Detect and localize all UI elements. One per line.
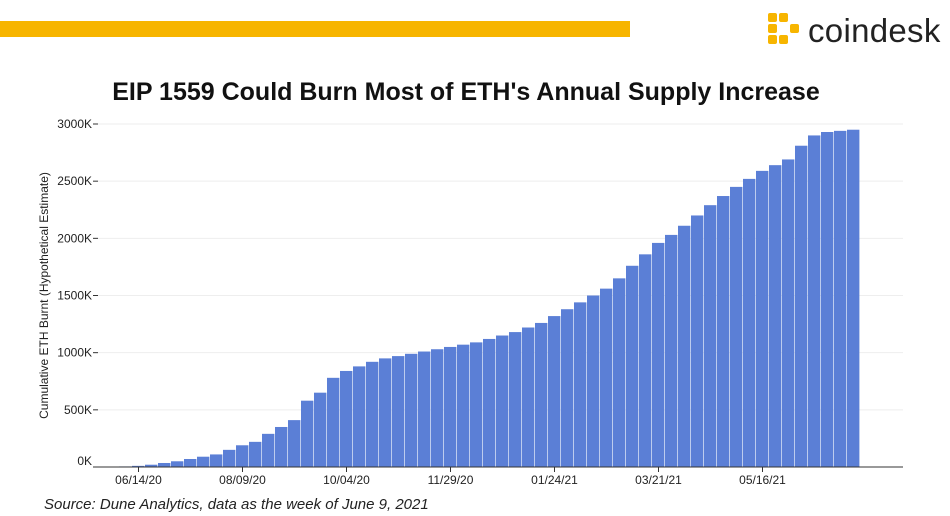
bar <box>327 377 340 467</box>
bar <box>600 288 613 467</box>
coindesk-logo: coindesk <box>766 10 946 50</box>
bar <box>457 344 470 467</box>
y-tick-label: 500K <box>64 403 92 417</box>
x-tick-label: 06/14/20 <box>115 473 162 487</box>
bar <box>223 449 236 467</box>
bar <box>652 242 665 467</box>
bar <box>795 145 808 467</box>
bar <box>613 278 626 467</box>
bar <box>392 356 405 467</box>
bar <box>158 462 171 467</box>
bar <box>535 322 548 467</box>
y-tick-label: 1000K <box>57 346 92 360</box>
bar <box>496 335 509 467</box>
bar <box>587 295 600 467</box>
x-tick-label: 10/04/20 <box>323 473 370 487</box>
accent-bar <box>0 21 630 37</box>
bar <box>821 132 834 467</box>
bar <box>470 342 483 467</box>
bar <box>834 130 847 468</box>
bar <box>769 165 782 467</box>
x-tick-label: 03/21/21 <box>635 473 682 487</box>
bar <box>574 302 587 467</box>
bar <box>366 361 379 467</box>
bar <box>431 349 444 467</box>
bar <box>340 370 353 467</box>
bar <box>184 458 197 467</box>
bar <box>782 159 795 467</box>
bar <box>301 400 314 467</box>
bar <box>145 464 158 467</box>
y-tick-label: 3000K <box>57 117 92 131</box>
bar <box>197 456 210 467</box>
bar <box>262 433 275 467</box>
bar <box>483 338 496 467</box>
bar <box>808 135 821 467</box>
bar <box>717 196 730 467</box>
x-tick-label: 01/24/21 <box>531 473 578 487</box>
brand-name: coindesk <box>808 12 941 49</box>
bar <box>418 351 431 467</box>
bar <box>275 426 288 467</box>
bar <box>665 234 678 467</box>
bar <box>210 454 223 467</box>
bar <box>444 346 457 467</box>
bar <box>548 316 561 467</box>
x-tick-label: 05/16/21 <box>739 473 786 487</box>
bar <box>730 186 743 467</box>
bar <box>353 366 366 467</box>
bar <box>288 420 301 467</box>
bar <box>236 445 249 467</box>
bar <box>847 129 860 467</box>
y-tick-label: 2000K <box>57 231 92 245</box>
bar <box>132 465 145 467</box>
bar <box>405 353 418 467</box>
bar <box>379 358 392 467</box>
bar <box>691 215 704 467</box>
bar <box>678 225 691 467</box>
chart-title: EIP 1559 Could Burn Most of ETH's Annual… <box>112 78 820 106</box>
bar <box>743 178 756 467</box>
x-tick-label: 08/09/20 <box>219 473 266 487</box>
bar <box>522 327 535 467</box>
source-note: Source: Dune Analytics, data as the week… <box>44 496 429 513</box>
bar <box>639 254 652 467</box>
bar <box>756 170 769 468</box>
bar <box>626 265 639 467</box>
bar <box>509 332 522 467</box>
y-axis-label: Cumulative ETH Burnt (Hypothetical Estim… <box>37 172 51 419</box>
bar <box>704 205 717 467</box>
y-tick-label: 2500K <box>57 174 92 188</box>
x-tick-label: 11/29/20 <box>428 473 474 487</box>
bar <box>314 392 327 467</box>
bar <box>561 309 574 467</box>
bar <box>171 461 184 467</box>
y-tick-label: 1500K <box>57 289 92 303</box>
y-tick-label: 0K <box>77 454 92 468</box>
bar <box>249 441 262 467</box>
coindesk-logo-icon <box>768 13 799 44</box>
